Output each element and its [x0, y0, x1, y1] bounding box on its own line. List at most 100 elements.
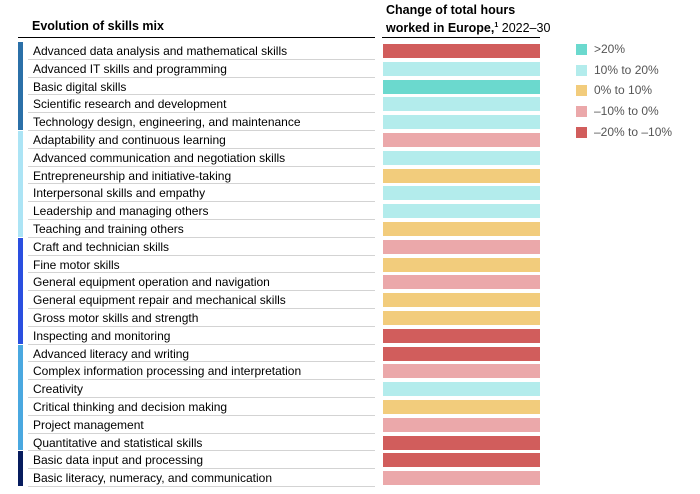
- skill-label: Creativity: [33, 382, 84, 397]
- change-bar: [383, 346, 540, 361]
- skill-row: Basic data input and processing: [28, 451, 375, 470]
- skill-row: Entrepreneurship and initiative-taking: [28, 167, 375, 185]
- change-bar: [383, 435, 540, 450]
- row-separator: [28, 218, 375, 220]
- change-bar: [383, 453, 540, 468]
- skill-row: Interpersonal skills and empathy: [28, 184, 375, 203]
- change-bar: [383, 44, 540, 58]
- skill-row: Advanced literacy and writing: [28, 345, 375, 363]
- row-separator: [28, 414, 375, 416]
- legend-swatch: [576, 64, 587, 76]
- header-rule-right: [382, 37, 540, 38]
- group-bar: [18, 131, 23, 237]
- skill-label: Scientific research and development: [33, 97, 227, 112]
- row-separator: [28, 129, 375, 131]
- change-bar: [383, 133, 540, 147]
- row-separator: [28, 201, 375, 203]
- skill-row: Quantitative and statistical skills: [28, 434, 375, 452]
- header-right-years: 2022–30: [498, 21, 551, 36]
- row-separator: [28, 76, 375, 78]
- legend-label: –10% to 0%: [594, 104, 659, 119]
- skill-row: Advanced IT skills and programming: [28, 60, 375, 78]
- change-bar: [383, 239, 540, 254]
- skill-row: Craft and technician skills: [28, 238, 375, 256]
- row-separator: [28, 236, 375, 238]
- skill-row: Teaching and training others: [28, 220, 375, 238]
- skill-row: Advanced communication and negotiation s…: [28, 149, 375, 167]
- skill-label: Adaptability and continuous learning: [33, 133, 226, 147]
- skill-label: Interpersonal skills and empathy: [33, 186, 206, 201]
- row-separator: [28, 58, 375, 60]
- legend-swatch: [576, 44, 587, 55]
- group-bar: [18, 237, 23, 344]
- chart-title-left: Evolution of skills mix: [32, 19, 164, 33]
- skill-label: Critical thinking and decision making: [33, 400, 228, 414]
- row-separator: [28, 165, 375, 167]
- skill-row: Fine motor skills: [28, 256, 375, 274]
- skill-row: Gross motor skills and strength: [28, 309, 375, 327]
- change-bar: [383, 168, 540, 183]
- change-bar: [383, 97, 540, 112]
- skill-label: Basic literacy, numeracy, and communicat…: [33, 471, 272, 486]
- skill-row: General equipment repair and mechanical …: [28, 291, 375, 309]
- skill-row: Technology design, engineering, and main…: [28, 113, 375, 131]
- skill-label: Advanced communication and negotiation s…: [33, 150, 286, 165]
- skill-row: Critical thinking and decision making: [28, 398, 375, 416]
- row-separator: [28, 112, 375, 114]
- change-bar: [383, 222, 540, 236]
- skill-label: Leadership and managing others: [33, 204, 209, 219]
- change-bar: [383, 311, 540, 325]
- header-right-line2: worked in Europe,: [386, 21, 495, 36]
- skill-row: Leadership and managing others: [28, 202, 375, 220]
- change-bar: [383, 293, 540, 308]
- skill-label: Teaching and training others: [33, 222, 184, 236]
- change-bar: [383, 115, 540, 130]
- legend-label: >20%: [594, 42, 626, 56]
- skill-row: Basic digital skills: [28, 78, 375, 96]
- row-separator: [28, 485, 375, 487]
- skill-label: Advanced literacy and writing: [33, 346, 190, 361]
- change-bar: [383, 186, 540, 201]
- chart-title-right: Change of total hours worked in Europe,1…: [386, 3, 586, 36]
- change-bar: [383, 417, 540, 432]
- skill-label: Quantitative and statistical skills: [33, 435, 203, 450]
- skill-row: Inspecting and monitoring: [28, 327, 375, 345]
- footnote-marker: 1: [494, 22, 499, 29]
- row-separator: [28, 147, 375, 149]
- header-rule-left: [18, 37, 375, 38]
- row-separator: [28, 432, 375, 434]
- skill-row: Advanced data analysis and mathematical …: [28, 42, 375, 60]
- change-bar: [383, 257, 540, 272]
- row-separator: [28, 290, 375, 292]
- change-bar: [383, 204, 540, 219]
- skill-label: Basic data input and processing: [33, 453, 204, 468]
- skill-label: Craft and technician skills: [33, 239, 170, 254]
- change-bar: [383, 400, 540, 414]
- group-bar: [18, 451, 23, 486]
- row-separator: [28, 325, 375, 327]
- skill-label: General equipment repair and mechanical …: [33, 293, 286, 308]
- change-bar: [383, 382, 540, 397]
- change-bar: [383, 150, 540, 165]
- skill-row: General equipment operation and navigati…: [28, 273, 375, 292]
- skill-label: Complex information processing and inter…: [33, 364, 302, 379]
- row-separator: [28, 396, 375, 398]
- header-right-line1: Change of total hours: [386, 3, 516, 17]
- skill-label: Technology design, engineering, and main…: [33, 115, 301, 130]
- skill-row: Adaptability and continuous learning: [28, 131, 375, 149]
- legend-label: –20% to –10%: [594, 124, 673, 139]
- row-separator: [28, 254, 375, 256]
- skill-row: Project management: [28, 416, 375, 434]
- row-separator: [28, 450, 375, 452]
- group-bar: [18, 42, 23, 130]
- skill-label: General equipment operation and navigati…: [33, 275, 270, 290]
- change-bar: [383, 471, 540, 486]
- row-separator: [28, 94, 375, 96]
- skill-label: Advanced IT skills and programming: [33, 61, 227, 76]
- skill-label: Inspecting and monitoring: [33, 328, 171, 343]
- legend-swatch: [576, 106, 587, 118]
- legend-label: 10% to 20%: [594, 62, 659, 77]
- skill-label: Project management: [33, 417, 144, 432]
- row-separator: [28, 379, 375, 381]
- skill-label: Entrepreneurship and initiative-taking: [33, 168, 232, 183]
